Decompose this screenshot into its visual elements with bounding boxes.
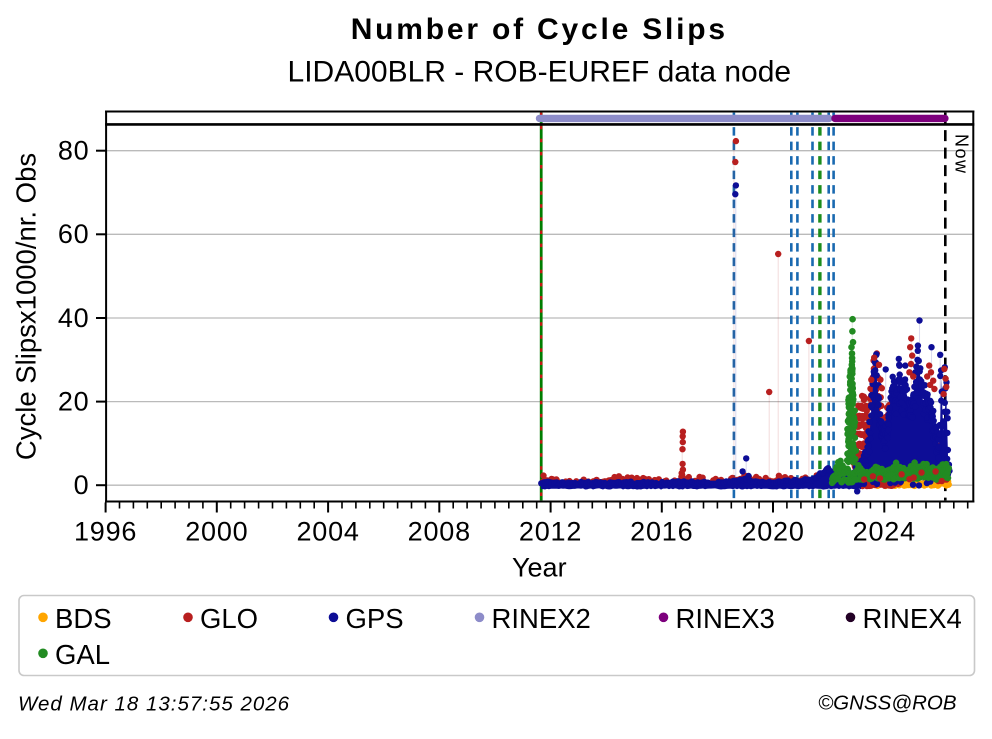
svg-text:Year: Year [512, 553, 567, 583]
svg-text:RINEX3: RINEX3 [676, 603, 775, 634]
svg-text:Cycle Slipsx1000/nr. Obs: Cycle Slipsx1000/nr. Obs [11, 153, 42, 460]
svg-text:40: 40 [58, 303, 90, 333]
svg-text:BDS: BDS [55, 603, 112, 634]
svg-text:RINEX4: RINEX4 [863, 603, 962, 634]
svg-text:GAL: GAL [55, 639, 110, 670]
svg-text:Number of Cycle Slips: Number of Cycle Slips [351, 13, 728, 46]
svg-text:©GNSS@ROB: ©GNSS@ROB [818, 692, 956, 715]
svg-text:2020: 2020 [741, 517, 804, 547]
svg-text:0: 0 [74, 470, 90, 500]
svg-text:1996: 1996 [74, 517, 137, 547]
svg-text:RINEX2: RINEX2 [492, 603, 591, 634]
svg-text:60: 60 [58, 219, 90, 249]
svg-text:GPS: GPS [346, 603, 404, 634]
svg-text:2004: 2004 [296, 517, 359, 547]
svg-text:Wed Mar 18 13:57:55 2026: Wed Mar 18 13:57:55 2026 [18, 693, 290, 716]
svg-text:2012: 2012 [519, 517, 582, 547]
svg-text:80: 80 [58, 136, 90, 166]
svg-text:Now: Now [952, 134, 972, 175]
svg-text:GLO: GLO [200, 603, 258, 634]
svg-text:2016: 2016 [630, 517, 693, 547]
svg-text:2024: 2024 [853, 517, 916, 547]
svg-text:2000: 2000 [185, 517, 248, 547]
svg-text:2008: 2008 [408, 517, 471, 547]
svg-text:LIDA00BLR - ROB-EUREF data nod: LIDA00BLR - ROB-EUREF data node [288, 56, 792, 89]
svg-text:20: 20 [58, 386, 90, 416]
